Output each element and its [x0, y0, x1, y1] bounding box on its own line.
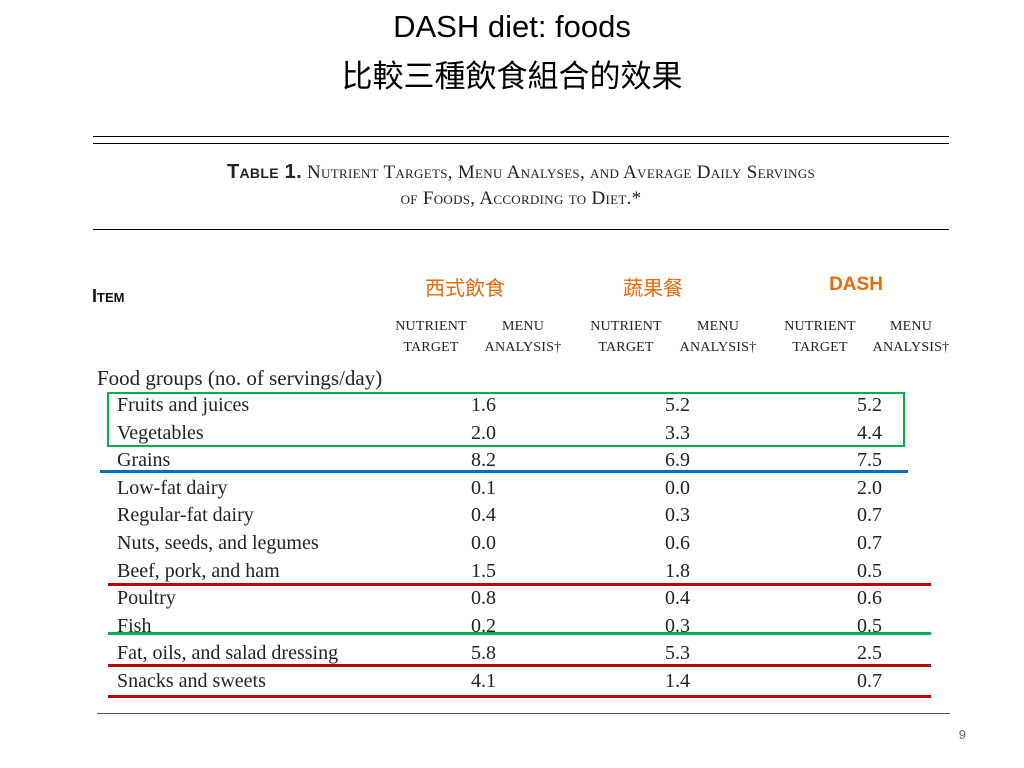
- column-subheader: NUTRIENT TARGET: [576, 316, 676, 358]
- table-cell-value: 2.0: [471, 422, 496, 444]
- table-cell-value: 0.7: [857, 504, 882, 526]
- table-cell-value: 0.3: [665, 504, 690, 526]
- table-row-label: Poultry: [117, 587, 176, 609]
- highlight-line-green: [108, 632, 931, 635]
- column-subheader-line1: MENU: [501, 319, 545, 334]
- table-cell-value: 0.8: [471, 587, 496, 609]
- table-row-label: Vegetables: [117, 422, 204, 444]
- table-bottom-rule: [97, 713, 950, 714]
- column-subheader: NUTRIENT TARGET: [381, 316, 481, 358]
- table-cell-value: 2.5: [857, 642, 882, 664]
- highlight-box-fruits-vegetables: [107, 392, 905, 447]
- column-subheader-line1: NUTRIENT: [395, 319, 467, 334]
- table-cell-value: 0.6: [857, 587, 882, 609]
- item-column-header: Item: [92, 286, 125, 306]
- table-cell-value: 0.7: [857, 532, 882, 554]
- highlight-line-red-3: [108, 695, 931, 698]
- table-cell-value: 6.9: [665, 449, 690, 471]
- table-cell-value: 0.0: [471, 532, 496, 554]
- table-cell-value: 0.6: [665, 532, 690, 554]
- table-top-rule: [93, 136, 949, 137]
- column-subheader-line2: ANALYSIS†: [484, 340, 562, 355]
- table-cell-value: 5.3: [665, 642, 690, 664]
- table-row-label: Fruits and juices: [117, 394, 250, 416]
- section-title: Food groups (no. of servings/day): [97, 366, 383, 390]
- table-cell-value: 1.6: [471, 394, 496, 416]
- table-cell-value: 0.5: [857, 615, 882, 637]
- table-cell-value: 1.8: [665, 560, 690, 582]
- column-subheader-line2: TARGET: [598, 340, 654, 355]
- column-subheader-line1: MENU: [696, 319, 740, 334]
- column-subheader: MENU ANALYSIS†: [473, 316, 573, 358]
- table-row-label: Regular-fat dairy: [117, 504, 254, 526]
- table-row-label: Snacks and sweets: [117, 670, 266, 692]
- column-subheader-line1: NUTRIENT: [590, 319, 662, 334]
- table-cell-value: 0.2: [471, 615, 496, 637]
- table-row-label: Grains: [117, 449, 171, 471]
- table-cell-value: 8.2: [471, 449, 496, 471]
- slide-subtitle: 比較三種飲食組合的效果: [341, 59, 683, 95]
- column-subheader-line2: TARGET: [403, 340, 459, 355]
- table-cell-value: 4.4: [857, 422, 882, 444]
- table-cell-value: 5.2: [665, 394, 690, 416]
- column-subheader-line2: ANALYSIS†: [872, 340, 950, 355]
- highlight-line-blue: [100, 470, 908, 473]
- table-cell-value: 0.1: [471, 477, 496, 499]
- table-cell-value: 0.3: [665, 615, 690, 637]
- diet-label-western: 西式飲食: [425, 276, 505, 300]
- table-cell-value: 5.8: [471, 642, 496, 664]
- diet-label-fruits-vegetables: 蔬果餐: [623, 276, 683, 300]
- column-subheader: NUTRIENT TARGET: [770, 316, 870, 358]
- column-subheader-line2: ANALYSIS†: [679, 340, 757, 355]
- table-cell-value: 2.0: [857, 477, 882, 499]
- table-cell-value: 4.1: [471, 670, 496, 692]
- column-subheader: MENU ANALYSIS†: [861, 316, 961, 358]
- table-cell-value: 0.4: [665, 587, 690, 609]
- table-cell-value: 1.5: [471, 560, 496, 582]
- column-subheader: MENU ANALYSIS†: [668, 316, 768, 358]
- column-subheader-line2: TARGET: [792, 340, 848, 355]
- table-row-label: Fat, oils, and salad dressing: [117, 642, 339, 664]
- column-subheader-line1: NUTRIENT: [784, 319, 856, 334]
- table-caption: Table 1. Nutrient Targets, Menu Analyses…: [93, 160, 949, 185]
- table-row-label: Fish: [117, 615, 152, 637]
- table-row-label: Nuts, seeds, and legumes: [117, 532, 319, 554]
- table-cell-value: 5.2: [857, 394, 882, 416]
- highlight-line-red-1: [108, 583, 931, 586]
- table-cell-value: 1.4: [665, 670, 690, 692]
- table-cell-value: 0.0: [665, 477, 690, 499]
- slide-title: DASH diet: foods: [393, 9, 631, 44]
- highlight-line-red-2: [108, 664, 931, 667]
- table-cell-value: 3.3: [665, 422, 690, 444]
- page-number: 9: [958, 727, 966, 742]
- table-caption-prefix: Table 1.: [227, 161, 302, 183]
- table-cell-value: 0.5: [857, 560, 882, 582]
- table-cell-value: 0.7: [857, 670, 882, 692]
- column-subheader-line1: MENU: [889, 319, 933, 334]
- table-cell-value: 7.5: [857, 449, 882, 471]
- table-cell-value: 0.4: [471, 504, 496, 526]
- table-top-rule-2: [93, 143, 949, 144]
- table-row-label: Beef, pork, and ham: [117, 560, 280, 582]
- caption-bottom-rule: [93, 229, 949, 230]
- table-caption-line2: of Foods, According to Diet.*: [400, 188, 642, 209]
- table-caption-line1: Nutrient Targets, Menu Analyses, and Ave…: [307, 162, 815, 183]
- table-row-label: Low-fat dairy: [117, 477, 228, 499]
- diet-label-dash: DASH: [829, 274, 883, 295]
